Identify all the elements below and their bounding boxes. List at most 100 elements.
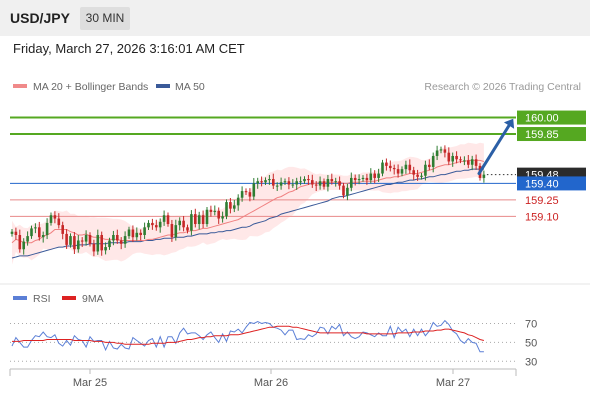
resistance-tag-1-text: 160.00 bbox=[525, 113, 559, 125]
header-bar: USD/JPY 30 MIN bbox=[0, 0, 590, 36]
candle-body bbox=[279, 182, 283, 186]
candle-body bbox=[350, 177, 353, 188]
candle-body bbox=[443, 149, 447, 153]
support-tag-1: 159.25 bbox=[525, 195, 559, 207]
target-arrow bbox=[477, 124, 511, 176]
candle-body bbox=[377, 173, 380, 178]
candle-body bbox=[428, 164, 431, 167]
candle-body bbox=[404, 164, 408, 170]
candle-body bbox=[77, 240, 80, 250]
resistance-tag-2: 159.85 bbox=[517, 127, 586, 142]
candle-body bbox=[365, 177, 369, 181]
rsi-panel: 70 50 30 bbox=[10, 318, 537, 368]
candle-body bbox=[151, 222, 154, 226]
candle-body bbox=[57, 218, 61, 226]
candle-body bbox=[416, 174, 419, 177]
candle-body bbox=[174, 225, 178, 238]
candle-body bbox=[256, 181, 259, 184]
candle-body bbox=[205, 209, 209, 225]
legend-rsi-swatch bbox=[13, 296, 27, 300]
candle-body bbox=[357, 179, 361, 181]
candle-body bbox=[240, 191, 244, 198]
candle-body bbox=[447, 152, 451, 162]
candle-body bbox=[311, 180, 314, 185]
candle-body bbox=[408, 164, 412, 171]
rsi-ma-line bbox=[12, 325, 485, 345]
candle-body bbox=[353, 177, 357, 181]
bollinger-band bbox=[12, 142, 484, 265]
target-arrow-head bbox=[503, 118, 515, 129]
timestamp: Friday, March 27, 2026 3:16:01 AM CET bbox=[13, 41, 245, 56]
legend-ma50-label: MA 50 bbox=[175, 81, 205, 93]
candle-body bbox=[10, 231, 14, 234]
legend-ma50-swatch bbox=[156, 84, 170, 88]
candle-body bbox=[361, 177, 365, 180]
candle-body bbox=[400, 169, 404, 174]
candle-body bbox=[369, 173, 373, 181]
resistance-tag-2-bg bbox=[517, 127, 586, 142]
candle-body bbox=[455, 155, 458, 160]
candle-body bbox=[459, 159, 462, 161]
candle-body bbox=[178, 220, 181, 226]
candle-body bbox=[201, 215, 205, 225]
candle-body bbox=[69, 236, 72, 245]
candle-body bbox=[108, 240, 111, 248]
candle-body bbox=[248, 192, 252, 197]
timeframe-button[interactable]: 30 MIN bbox=[80, 7, 130, 30]
candle-body bbox=[244, 191, 248, 193]
candle-body bbox=[272, 179, 275, 186]
candle-body bbox=[424, 164, 427, 176]
candle-body bbox=[88, 235, 92, 244]
legend-ma20-swatch bbox=[13, 84, 27, 88]
candle-body bbox=[467, 160, 470, 165]
legend-ma20-label: MA 20 + Bollinger Bands bbox=[33, 81, 148, 93]
candle-body bbox=[330, 179, 334, 182]
legend-9ma-swatch bbox=[62, 296, 76, 300]
candle-body bbox=[61, 225, 64, 234]
candle-body bbox=[38, 227, 41, 238]
pivot-tag-bg bbox=[517, 176, 586, 191]
candle-body bbox=[268, 179, 271, 181]
symbol-title: USD/JPY bbox=[10, 10, 70, 26]
candle-body bbox=[342, 185, 345, 196]
candle-body bbox=[53, 215, 57, 219]
candle-body bbox=[84, 235, 88, 242]
candle-body bbox=[322, 181, 326, 187]
candle-body bbox=[396, 169, 400, 174]
candle-body bbox=[463, 160, 466, 162]
candle-body bbox=[326, 179, 330, 187]
candle-body bbox=[236, 197, 240, 206]
candle-body bbox=[221, 216, 224, 219]
rsi-line bbox=[11, 319, 484, 353]
candle-body bbox=[18, 235, 22, 250]
candle-body bbox=[420, 175, 423, 177]
candle-body bbox=[431, 155, 435, 167]
candle-body bbox=[229, 202, 232, 209]
candle-body bbox=[314, 184, 318, 186]
candle-body bbox=[283, 181, 287, 183]
candle-body bbox=[373, 173, 376, 178]
candle-body bbox=[439, 149, 443, 151]
candle-body bbox=[318, 181, 322, 186]
rsi-tick-50: 50 bbox=[525, 337, 537, 349]
x-tick-label: Mar 27 bbox=[436, 377, 470, 389]
candle-body bbox=[139, 232, 142, 235]
candle-body bbox=[123, 236, 127, 244]
support-tag-2-text: 159.10 bbox=[525, 211, 559, 223]
candle-body bbox=[158, 221, 162, 228]
candle-body bbox=[338, 181, 341, 186]
candle-body bbox=[482, 174, 486, 178]
candle-body bbox=[41, 235, 45, 238]
candle-body bbox=[190, 214, 193, 231]
candle-body bbox=[112, 235, 115, 241]
candle-body bbox=[116, 235, 119, 241]
candle-body bbox=[291, 184, 295, 186]
candle-body bbox=[474, 159, 478, 166]
candle-body bbox=[182, 220, 185, 228]
candle-body bbox=[34, 227, 37, 229]
candle-body bbox=[385, 162, 388, 166]
candle-body bbox=[22, 241, 25, 250]
x-tick-label: Mar 26 bbox=[254, 377, 288, 389]
